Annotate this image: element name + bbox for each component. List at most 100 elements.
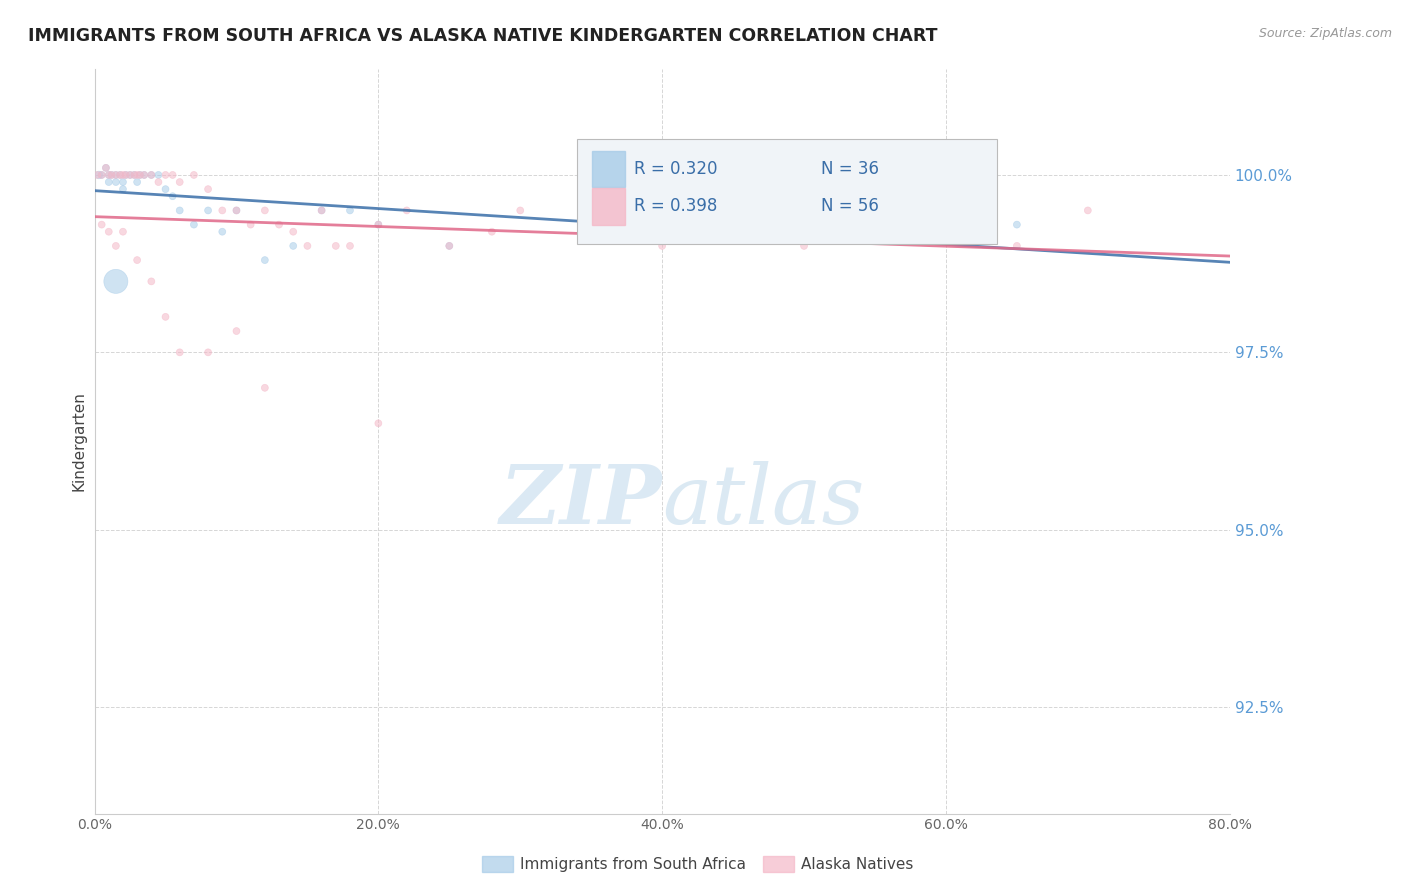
- Point: [1005, 218, 1028, 232]
- Point: [97, 175, 120, 189]
- Point: [129, 168, 152, 182]
- Point: [721, 203, 744, 218]
- Point: [863, 203, 886, 218]
- Point: [97, 225, 120, 239]
- Point: [1077, 203, 1099, 218]
- Point: [395, 203, 418, 218]
- Point: [104, 274, 127, 288]
- Point: [197, 182, 219, 196]
- Point: [148, 168, 170, 182]
- Text: Immigrants from South Africa: Immigrants from South Africa: [520, 857, 747, 871]
- Point: [183, 168, 205, 182]
- Point: [253, 381, 276, 395]
- Point: [225, 203, 247, 218]
- Point: [127, 253, 149, 268]
- Point: [183, 218, 205, 232]
- Point: [367, 218, 389, 232]
- Point: [297, 239, 319, 253]
- Point: [439, 239, 461, 253]
- Point: [267, 218, 290, 232]
- Point: [134, 168, 156, 182]
- Text: ZIP: ZIP: [499, 460, 662, 541]
- Point: [100, 168, 122, 182]
- Point: [283, 225, 305, 239]
- Point: [111, 168, 134, 182]
- Point: [86, 168, 108, 182]
- Point: [225, 324, 247, 338]
- Text: R = 0.398: R = 0.398: [634, 197, 717, 215]
- Point: [90, 168, 112, 182]
- Point: [104, 168, 127, 182]
- Point: [367, 218, 389, 232]
- Point: [197, 203, 219, 218]
- Text: IMMIGRANTS FROM SOUTH AFRICA VS ALASKA NATIVE KINDERGARTEN CORRELATION CHART: IMMIGRANTS FROM SOUTH AFRICA VS ALASKA N…: [28, 27, 938, 45]
- Point: [124, 168, 146, 182]
- FancyBboxPatch shape: [592, 188, 624, 225]
- Point: [162, 168, 184, 182]
- Point: [127, 175, 149, 189]
- Point: [1005, 239, 1028, 253]
- Point: [118, 168, 141, 182]
- Point: [111, 225, 134, 239]
- Point: [134, 168, 156, 182]
- Point: [253, 253, 276, 268]
- Point: [311, 203, 333, 218]
- Point: [111, 175, 134, 189]
- Point: [169, 203, 191, 218]
- Point: [127, 168, 149, 182]
- Point: [94, 161, 117, 175]
- Point: [211, 225, 233, 239]
- FancyBboxPatch shape: [576, 139, 997, 244]
- Point: [339, 239, 361, 253]
- Point: [239, 218, 262, 232]
- Point: [155, 310, 177, 324]
- Point: [579, 218, 602, 232]
- Point: [162, 189, 184, 203]
- Point: [793, 239, 815, 253]
- Text: Source: ZipAtlas.com: Source: ZipAtlas.com: [1258, 27, 1392, 40]
- Point: [197, 345, 219, 359]
- Point: [104, 175, 127, 189]
- Point: [87, 168, 110, 182]
- Point: [90, 218, 112, 232]
- Text: N = 36: N = 36: [821, 160, 879, 178]
- Text: R = 0.320: R = 0.320: [634, 160, 717, 178]
- Y-axis label: Kindergarten: Kindergarten: [72, 391, 86, 491]
- Point: [129, 168, 152, 182]
- Point: [367, 417, 389, 431]
- Point: [155, 168, 177, 182]
- Text: N = 56: N = 56: [821, 197, 879, 215]
- Point: [94, 161, 117, 175]
- Point: [114, 168, 136, 182]
- Point: [141, 274, 163, 288]
- Point: [141, 168, 163, 182]
- Point: [253, 203, 276, 218]
- Point: [225, 203, 247, 218]
- Point: [114, 168, 136, 182]
- Point: [283, 239, 305, 253]
- Point: [211, 203, 233, 218]
- Point: [97, 168, 120, 182]
- Point: [90, 168, 112, 182]
- Point: [155, 182, 177, 196]
- Point: [104, 239, 127, 253]
- Point: [481, 225, 503, 239]
- Point: [863, 203, 886, 218]
- Point: [311, 203, 333, 218]
- Point: [141, 168, 163, 182]
- Point: [439, 239, 461, 253]
- Point: [108, 168, 131, 182]
- Point: [108, 168, 131, 182]
- Point: [935, 218, 957, 232]
- Point: [148, 175, 170, 189]
- Point: [651, 239, 673, 253]
- FancyBboxPatch shape: [592, 151, 624, 187]
- Point: [325, 239, 347, 253]
- Point: [111, 182, 134, 196]
- Text: Alaska Natives: Alaska Natives: [801, 857, 914, 871]
- Point: [100, 168, 122, 182]
- Text: atlas: atlas: [662, 460, 865, 541]
- Point: [104, 168, 127, 182]
- Point: [509, 203, 531, 218]
- Point: [124, 168, 146, 182]
